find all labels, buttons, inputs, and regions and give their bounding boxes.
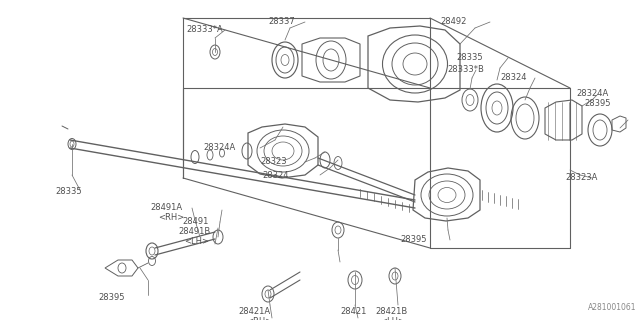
Text: 28491: 28491	[182, 218, 209, 227]
Text: 28335: 28335	[55, 188, 82, 196]
Text: 28337: 28337	[268, 18, 295, 27]
Text: 28333*B: 28333*B	[447, 66, 484, 75]
Text: 28324: 28324	[262, 171, 289, 180]
Text: 28324A: 28324A	[203, 143, 236, 153]
Text: <RH>: <RH>	[246, 317, 272, 320]
Text: 28492: 28492	[440, 18, 467, 27]
Text: 28395: 28395	[400, 236, 426, 244]
Text: 28421: 28421	[340, 308, 366, 316]
Text: 28395: 28395	[98, 293, 125, 302]
Text: 28335: 28335	[456, 53, 483, 62]
Text: 28491B: 28491B	[178, 228, 211, 236]
Text: 28324A: 28324A	[576, 90, 608, 99]
Text: 28421B: 28421B	[375, 308, 407, 316]
Text: 28333*A: 28333*A	[186, 26, 223, 35]
Text: <RH>: <RH>	[158, 213, 184, 222]
Text: A281001061: A281001061	[588, 303, 636, 312]
Text: 28323A: 28323A	[565, 173, 597, 182]
Text: 28491A: 28491A	[150, 204, 182, 212]
Text: <LH>: <LH>	[184, 237, 209, 246]
Text: 28421A: 28421A	[238, 308, 270, 316]
Text: 28323: 28323	[260, 157, 287, 166]
Text: 28324: 28324	[500, 74, 527, 83]
Text: <LH>: <LH>	[380, 317, 405, 320]
Text: 28395: 28395	[584, 100, 611, 108]
